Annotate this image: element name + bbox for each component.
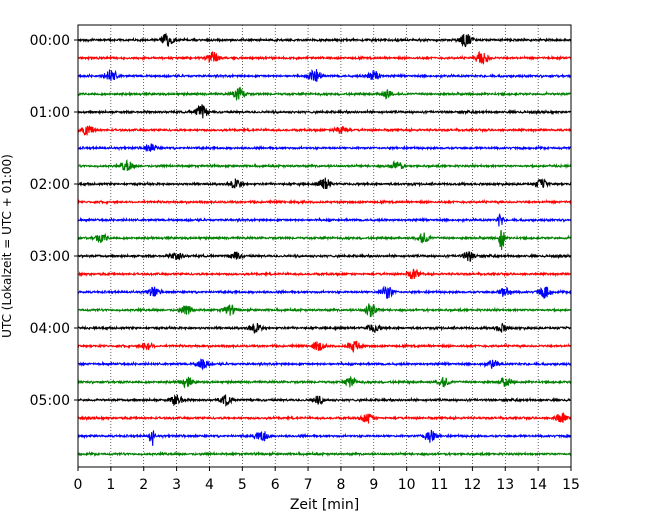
seismogram-trace xyxy=(77,285,572,299)
x-tick-label: 9 xyxy=(369,477,378,493)
x-tick-label: 4 xyxy=(205,477,214,493)
x-tick-label: 5 xyxy=(238,477,247,493)
seismogram-trace xyxy=(77,411,572,424)
trace-layer xyxy=(77,33,572,458)
x-tick-label: 2 xyxy=(139,477,148,493)
x-tick-label: 8 xyxy=(336,477,345,493)
x-tick-label: 7 xyxy=(304,477,313,493)
seismogram-trace xyxy=(77,229,572,251)
x-axis-ticks: 0 1 2 3 4 5 6 7 8 9 10 11 12 13 14 15 xyxy=(74,467,580,493)
x-tick-label: 1 xyxy=(106,477,115,493)
x-tick-label: 14 xyxy=(529,477,547,493)
seismogram-trace xyxy=(77,50,572,65)
seismogram-trace xyxy=(78,303,572,318)
x-tick-label: 10 xyxy=(398,477,416,493)
y-tick-label: 05:00 xyxy=(30,393,70,409)
x-tick-label: 0 xyxy=(74,477,83,493)
x-tick-label: 3 xyxy=(172,477,181,493)
x-tick-label: 12 xyxy=(463,477,481,493)
y-axis-label: UTC (Lokalzeit = UTC + 01:00) xyxy=(0,154,14,338)
seismogram-trace xyxy=(77,177,572,190)
seismogram-trace xyxy=(77,104,572,119)
seismogram-trace xyxy=(77,251,572,262)
seismogram-trace xyxy=(77,340,572,353)
seismogram-trace xyxy=(77,322,572,334)
seismogram-trace xyxy=(77,394,572,408)
seismogram-trace xyxy=(77,69,572,82)
seismogram-trace xyxy=(77,429,572,446)
seismogram-trace xyxy=(77,125,572,137)
seismogram-trace xyxy=(77,358,572,371)
y-tick-label: 03:00 xyxy=(30,249,70,265)
x-tick-label: 6 xyxy=(271,477,280,493)
y-tick-label: 02:00 xyxy=(30,177,70,193)
y-tick-label: 04:00 xyxy=(30,321,70,337)
seismogram-trace xyxy=(77,268,572,280)
seismogram-trace xyxy=(77,33,572,48)
seismogram-trace xyxy=(77,86,572,102)
seismogram-trace xyxy=(77,213,572,227)
seismogram-trace xyxy=(77,159,572,171)
x-tick-label: 15 xyxy=(562,477,580,493)
seismogram-trace xyxy=(77,375,572,389)
y-tick-label: 01:00 xyxy=(30,105,70,121)
x-tick-label: 11 xyxy=(431,477,449,493)
x-tick-label: 13 xyxy=(496,477,514,493)
plot-area xyxy=(78,25,571,467)
seismogram-trace xyxy=(77,143,572,152)
y-tick-label: 00:00 xyxy=(30,33,70,49)
x-axis-label: Zeit [min] xyxy=(290,497,359,513)
plot-frame xyxy=(77,24,572,468)
y-axis-ticks: 00:00 01:00 02:00 03:00 04:00 05:00 xyxy=(30,33,78,409)
seismogram-trace xyxy=(77,198,572,206)
seismogram-trace xyxy=(77,450,572,458)
